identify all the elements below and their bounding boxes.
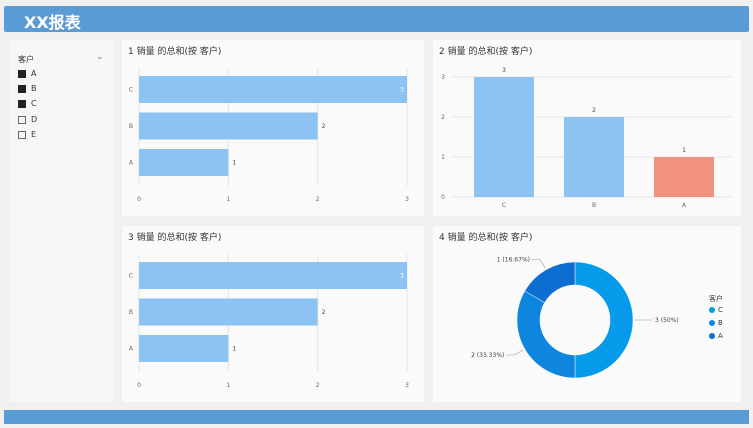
bar bbox=[564, 117, 624, 197]
category-label: A bbox=[129, 160, 134, 167]
bar bbox=[139, 149, 229, 176]
checkbox-icon[interactable] bbox=[18, 69, 26, 78]
slicer-item[interactable]: C bbox=[18, 98, 37, 110]
data-label: 3 (50%) bbox=[655, 317, 679, 324]
bar bbox=[654, 157, 714, 197]
chart-panel-4: 4 销量 的总和(按 客户) 3 (50%) 2 (33.33%) 1 (16.67… bbox=[433, 226, 741, 402]
donut-slice bbox=[516, 290, 576, 379]
slicer-item[interactable]: A bbox=[18, 68, 36, 80]
y-tick-label: 2 bbox=[441, 114, 445, 121]
data-label: 1 bbox=[682, 147, 686, 154]
category-label: A bbox=[682, 202, 687, 209]
legend-entry: A bbox=[718, 332, 723, 340]
data-label: 3 bbox=[400, 273, 404, 280]
category-label: B bbox=[592, 202, 596, 209]
category-label: A bbox=[129, 346, 134, 353]
chart-title: 2 销量 的总和(按 客户) bbox=[439, 47, 533, 57]
chart-panel-1: 1 销量 的总和(按 客户) 0 1 2 3 C 3 B 2 A 1 bbox=[122, 40, 424, 216]
y-tick-label: 0 bbox=[441, 194, 445, 201]
slicer-item[interactable]: D bbox=[18, 114, 37, 126]
legend-marker bbox=[709, 320, 715, 326]
category-label: C bbox=[129, 87, 133, 94]
checkbox-icon[interactable] bbox=[18, 115, 26, 124]
customer-slicer: 客户 ⌄ A B C D E bbox=[10, 40, 114, 402]
category-label: B bbox=[129, 309, 133, 316]
slicer-item[interactable]: E bbox=[18, 129, 36, 141]
donut-slice bbox=[524, 261, 576, 303]
bar bbox=[139, 112, 318, 140]
legend-entry: B bbox=[718, 319, 723, 327]
leader-line bbox=[532, 259, 546, 269]
vbar-chart-2: 0 1 2 3 3 C 2 B 1 A bbox=[441, 67, 733, 209]
report-footer bbox=[4, 410, 749, 424]
x-tick-label: 2 bbox=[316, 382, 320, 389]
chart-title: 4 销量 的总和(按 客户) bbox=[439, 233, 533, 243]
x-tick-label: 3 bbox=[405, 382, 409, 389]
x-tick-label: 0 bbox=[137, 382, 141, 389]
chart-panel-2: 2 销量 的总和(按 客户) 0 1 2 3 3 C 2 B 1 A bbox=[433, 40, 741, 216]
legend-title: 客户 bbox=[709, 294, 723, 303]
checkbox-icon[interactable] bbox=[18, 84, 26, 93]
category-label: C bbox=[502, 202, 506, 209]
category-label: C bbox=[129, 273, 133, 280]
chevron-down-icon[interactable]: ⌄ bbox=[96, 52, 104, 62]
hbar-chart-1: 0 1 2 3 C 3 B 2 A 1 bbox=[129, 68, 409, 203]
data-label: 1 (16.67%) bbox=[497, 256, 530, 263]
x-tick-label: 2 bbox=[316, 196, 320, 203]
y-tick-label: 3 bbox=[441, 74, 445, 81]
slicer-title: 客户 bbox=[18, 55, 34, 64]
chart-title: 1 销量 的总和(按 客户) bbox=[128, 47, 222, 57]
leader-line bbox=[506, 349, 524, 356]
donut-chart-4: 3 (50%) 2 (33.33%) 1 (16.67%) 客户 CBA bbox=[471, 256, 723, 379]
bar bbox=[139, 262, 407, 289]
data-label: 3 bbox=[400, 87, 404, 94]
bar bbox=[139, 76, 407, 103]
legend-marker bbox=[709, 307, 715, 313]
x-tick-label: 3 bbox=[405, 196, 409, 203]
x-tick-label: 0 bbox=[137, 196, 141, 203]
data-label: 1 bbox=[232, 160, 236, 167]
donut-slice bbox=[574, 261, 634, 379]
category-label: B bbox=[129, 123, 133, 130]
legend-entry: C bbox=[718, 306, 723, 314]
bar bbox=[474, 77, 534, 197]
slicer-item[interactable]: B bbox=[18, 83, 37, 95]
bar bbox=[139, 298, 318, 326]
legend-marker bbox=[709, 333, 715, 339]
data-label: 2 (33.33%) bbox=[471, 352, 504, 359]
x-tick-label: 1 bbox=[226, 382, 230, 389]
chart-panel-3: 3 销量 的总和(按 客户) 0 1 2 3 C 3 B 2 A 1 bbox=[122, 226, 424, 402]
data-label: 2 bbox=[322, 123, 326, 130]
data-label: 2 bbox=[322, 309, 326, 316]
data-label: 2 bbox=[592, 107, 596, 114]
y-tick-label: 1 bbox=[441, 154, 445, 161]
checkbox-icon[interactable] bbox=[18, 130, 26, 139]
checkbox-icon[interactable] bbox=[18, 99, 26, 108]
x-tick-label: 1 bbox=[226, 196, 230, 203]
page-title: XX报表 bbox=[24, 13, 81, 32]
bar bbox=[139, 335, 229, 362]
chart-title: 3 销量 的总和(按 客户) bbox=[128, 233, 222, 243]
hbar-chart-3: 0 1 2 3 C 3 B 2 A 1 bbox=[129, 254, 409, 389]
data-label: 1 bbox=[232, 346, 236, 353]
report-header: XX报表 bbox=[4, 6, 749, 32]
data-label: 3 bbox=[502, 67, 506, 74]
